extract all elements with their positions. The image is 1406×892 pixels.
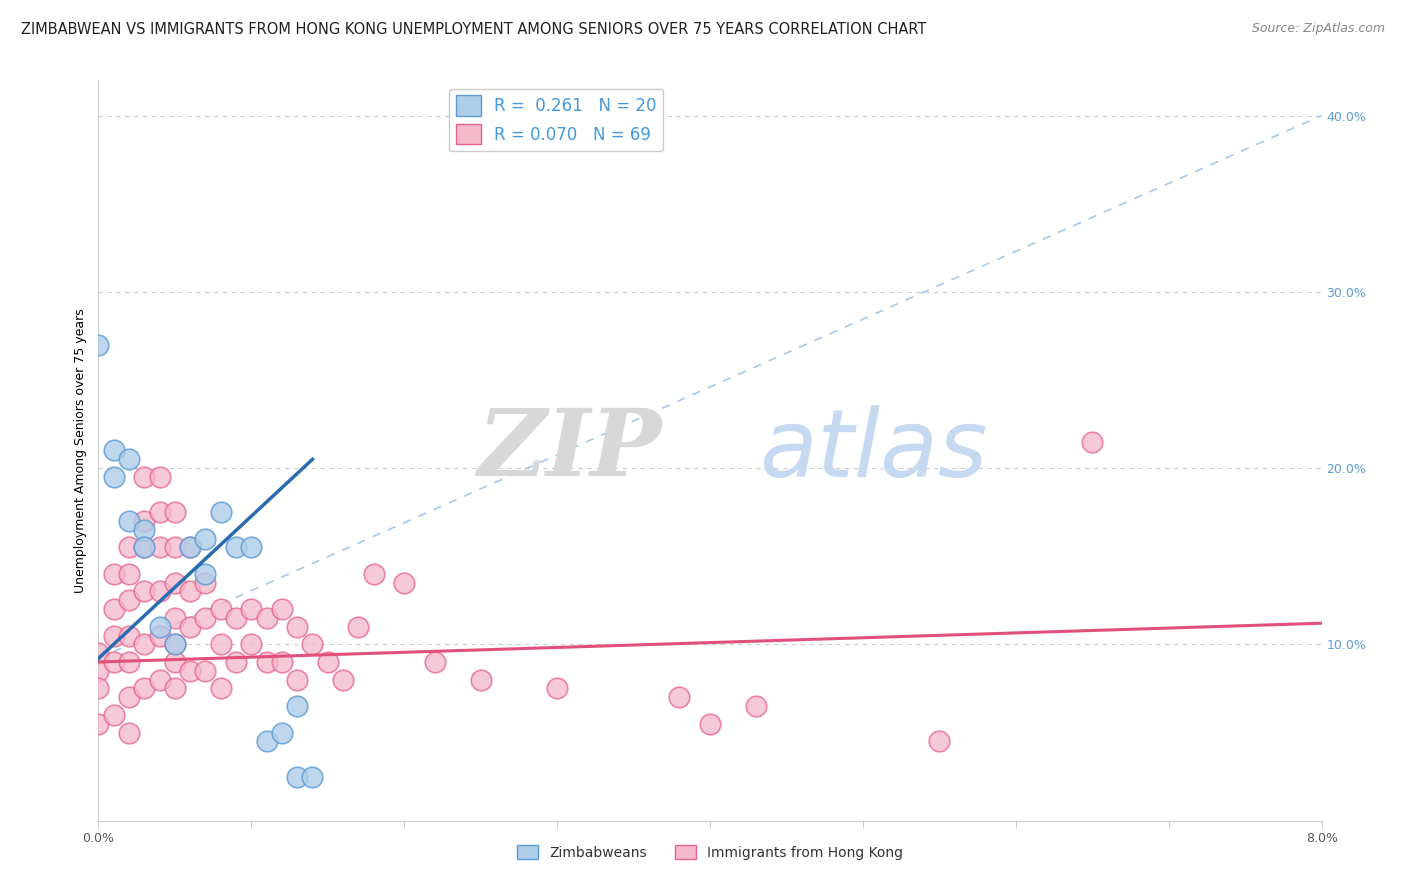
Point: [118, 725, 141, 739]
Point: [240, 541, 263, 555]
Point: [256, 611, 278, 625]
Point: [118, 541, 141, 555]
Point: [179, 620, 201, 634]
Point: [118, 452, 141, 467]
Point: [347, 620, 370, 634]
Point: [118, 628, 141, 642]
Point: [194, 575, 217, 590]
Text: Source: ZipAtlas.com: Source: ZipAtlas.com: [1251, 22, 1385, 36]
Point: [134, 514, 156, 528]
Text: ZIMBABWEAN VS IMMIGRANTS FROM HONG KONG UNEMPLOYMENT AMONG SENIORS OVER 75 YEARS: ZIMBABWEAN VS IMMIGRANTS FROM HONG KONG …: [21, 22, 927, 37]
Text: atlas: atlas: [759, 405, 987, 496]
Point: [194, 664, 217, 678]
Point: [745, 699, 768, 714]
Point: [285, 770, 308, 784]
Point: [209, 637, 232, 651]
Point: [270, 602, 294, 616]
Point: [118, 655, 141, 669]
Point: [87, 716, 110, 731]
Point: [134, 541, 156, 555]
Point: [134, 541, 156, 555]
Legend: Zimbabweans, Immigrants from Hong Kong: Zimbabweans, Immigrants from Hong Kong: [512, 839, 908, 865]
Point: [103, 655, 125, 669]
Point: [118, 593, 141, 607]
Point: [1081, 434, 1104, 449]
Point: [103, 628, 125, 642]
Point: [225, 611, 247, 625]
Point: [240, 602, 263, 616]
Point: [240, 637, 263, 651]
Point: [87, 681, 110, 696]
Point: [285, 673, 308, 687]
Point: [103, 443, 125, 458]
Point: [103, 707, 125, 722]
Point: [301, 637, 323, 651]
Point: [118, 566, 141, 581]
Point: [87, 646, 110, 660]
Point: [363, 566, 385, 581]
Y-axis label: Unemployment Among Seniors over 75 years: Unemployment Among Seniors over 75 years: [75, 308, 87, 593]
Point: [392, 575, 416, 590]
Point: [285, 620, 308, 634]
Point: [209, 602, 232, 616]
Point: [209, 505, 232, 519]
Point: [423, 655, 446, 669]
Point: [163, 655, 186, 669]
Point: [163, 611, 186, 625]
Point: [179, 584, 201, 599]
Point: [270, 725, 294, 739]
Point: [149, 620, 172, 634]
Point: [134, 584, 156, 599]
Point: [225, 541, 247, 555]
Point: [149, 628, 172, 642]
Point: [194, 566, 217, 581]
Point: [103, 566, 125, 581]
Point: [928, 734, 950, 748]
Point: [118, 690, 141, 705]
Point: [118, 514, 141, 528]
Point: [134, 470, 156, 484]
Point: [301, 770, 323, 784]
Point: [256, 655, 278, 669]
Point: [699, 716, 721, 731]
Point: [163, 681, 186, 696]
Point: [179, 664, 201, 678]
Point: [209, 681, 232, 696]
Point: [546, 681, 568, 696]
Point: [134, 523, 156, 537]
Point: [87, 337, 110, 351]
Point: [332, 673, 354, 687]
Point: [470, 673, 492, 687]
Point: [149, 470, 172, 484]
Point: [194, 611, 217, 625]
Point: [134, 681, 156, 696]
Point: [256, 734, 278, 748]
Point: [179, 541, 201, 555]
Point: [163, 637, 186, 651]
Point: [149, 541, 172, 555]
Point: [163, 637, 186, 651]
Point: [270, 655, 294, 669]
Point: [225, 655, 247, 669]
Point: [179, 541, 201, 555]
Point: [149, 673, 172, 687]
Point: [103, 470, 125, 484]
Point: [163, 575, 186, 590]
Point: [163, 505, 186, 519]
Text: ZIP: ZIP: [477, 406, 661, 495]
Point: [87, 664, 110, 678]
Point: [668, 690, 690, 705]
Point: [149, 584, 172, 599]
Point: [134, 637, 156, 651]
Point: [163, 541, 186, 555]
Point: [103, 602, 125, 616]
Point: [316, 655, 339, 669]
Point: [285, 699, 308, 714]
Point: [149, 505, 172, 519]
Point: [194, 532, 217, 546]
